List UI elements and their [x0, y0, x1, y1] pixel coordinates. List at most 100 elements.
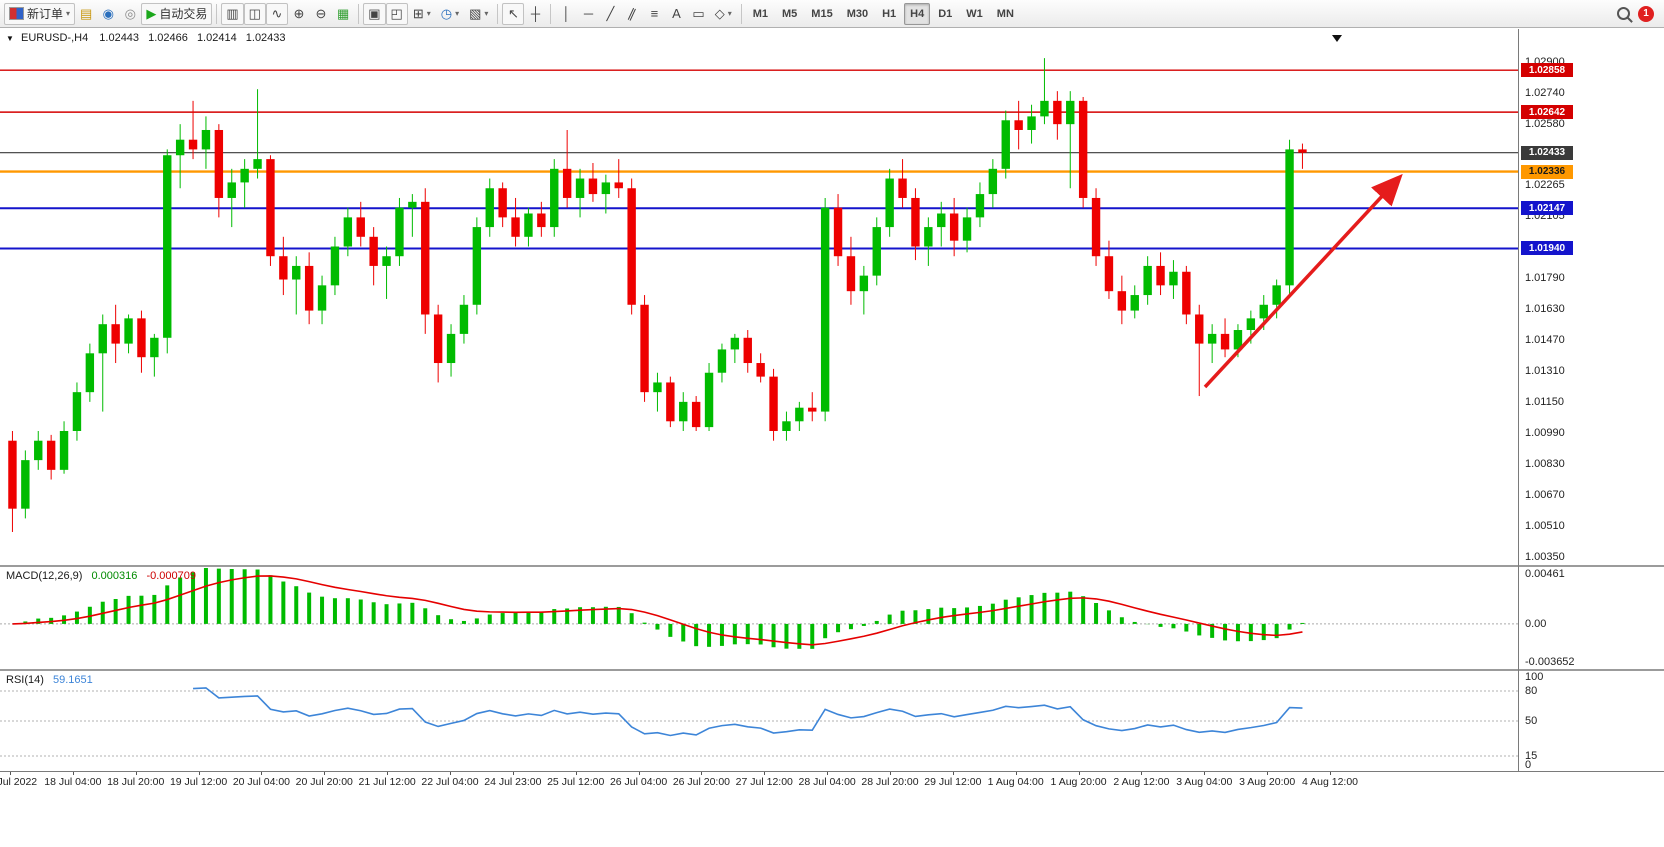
chevron-down-icon: ▾ — [66, 9, 71, 18]
price-chart-panel[interactable]: ▼ EURUSD-,H4 1.02443 1.02466 1.02414 1.0… — [0, 29, 1664, 565]
zoom-out-button[interactable]: ⊖ — [310, 3, 332, 25]
bar-chart-button[interactable]: ▥ — [221, 2, 244, 25]
timeframe-button-MN[interactable]: MN — [996, 7, 1014, 20]
time-tick — [1204, 772, 1206, 775]
candle — [524, 207, 533, 247]
auto-trading-label: 自动交易 — [159, 7, 208, 21]
templates-button[interactable]: ▧ ▾ — [464, 3, 493, 25]
rsi-scale-label: 80 — [1525, 685, 1538, 697]
candle — [575, 168, 585, 218]
macd-name: MACD(12,26,9) — [6, 570, 83, 582]
auto-trading-button[interactable]: ▶ 自动交易 — [141, 2, 213, 25]
time-label: 27 Jul 12:00 — [735, 776, 793, 788]
panel-splitter[interactable] — [0, 669, 1664, 671]
alerts-button[interactable]: ◎ — [119, 3, 141, 25]
candle — [756, 353, 765, 383]
candle — [653, 372, 662, 412]
timeframe-button-H1[interactable]: H1 — [882, 7, 897, 20]
ohlc-high: 1.02466 — [148, 32, 188, 44]
new-chart-icon: ⊞ — [412, 6, 424, 21]
new-order-label: 新订单 — [27, 7, 64, 21]
rsi-indicator-panel[interactable]: RSI(14) 59.1651 — [0, 671, 1664, 771]
chart-ohlc-header: ▼ EURUSD-,H4 1.02443 1.02466 1.02414 1.0… — [6, 32, 286, 44]
time-tick — [827, 772, 829, 775]
ohlc-open: 1.02443 — [99, 32, 140, 44]
current-price-badge: 1.02433 — [1521, 145, 1573, 160]
tile-windows-icon: ▦ — [336, 6, 350, 21]
time-axis[interactable]: 15 Jul 2022 18 Jul 04:00 18 Jul 20:00 19 Ju… — [0, 771, 1664, 791]
price-chart-canvas[interactable] — [0, 29, 1518, 565]
shapes-tool-button[interactable]: ◇ ▾ — [710, 3, 737, 25]
timeframe-button-M1[interactable]: M1 — [752, 7, 769, 20]
price-tick: 1.02580 — [1525, 118, 1565, 131]
fibonacci-tool-button[interactable]: ≡ — [643, 3, 665, 25]
arrange-windows-button[interactable]: ◰ — [385, 2, 408, 25]
candle — [1104, 240, 1114, 299]
candle — [975, 182, 985, 228]
zoom-in-button[interactable]: ⊕ — [288, 3, 310, 25]
candle — [201, 116, 211, 169]
periods-button[interactable]: ◷ ▾ — [436, 3, 464, 25]
channel-tool-button[interactable]: ∥ — [621, 3, 643, 25]
text-tool-button[interactable]: A — [665, 3, 687, 25]
candle — [266, 155, 275, 266]
timeframe-button-H4[interactable]: H4 — [904, 2, 931, 25]
time-label: 18 Jul 20:00 — [107, 776, 165, 788]
text-label-tool-button[interactable]: ▭ — [687, 3, 709, 25]
macd-label: MACD(12,26,9) 0.000316 -0.000709 — [6, 570, 196, 582]
candle — [240, 159, 249, 208]
candle — [691, 396, 701, 431]
timeframe-button-M15[interactable]: M15 — [811, 7, 833, 20]
toolbar-separator — [497, 3, 499, 24]
cursor-tool-button[interactable]: ↖ — [502, 2, 525, 25]
crosshair-tool-button[interactable]: ┼ — [524, 3, 546, 25]
symbol-menu-icon[interactable]: ▼ — [6, 34, 14, 43]
candle — [72, 382, 82, 441]
toolbar-right-group: 1 — [1617, 5, 1664, 22]
timeframe-button-M30[interactable]: M30 — [846, 7, 869, 20]
candle — [872, 217, 881, 286]
toolbar-separator — [358, 3, 360, 24]
notification-badge[interactable]: 1 — [1638, 5, 1654, 22]
time-tick — [701, 772, 703, 775]
horizontal-line-tool-button[interactable]: ─ — [577, 3, 599, 25]
price-tick: 1.00990 — [1525, 426, 1565, 439]
candle — [782, 411, 791, 441]
new-chart-button[interactable]: ⊞ ▾ — [408, 3, 436, 25]
autotrade-play-icon: ▶ — [146, 6, 157, 21]
candle — [962, 207, 972, 253]
vertical-line-tool-button[interactable]: │ — [555, 3, 577, 25]
market-watch-button[interactable]: ◉ — [97, 3, 119, 25]
time-tick — [1078, 772, 1080, 775]
trend-arrow-annotation[interactable] — [1203, 173, 1403, 389]
candle — [8, 431, 17, 532]
candle — [1001, 110, 1010, 179]
price-axis[interactable]: 1.029001.027401.025801.024201.022651.021… — [1519, 29, 1664, 565]
macd-indicator-panel[interactable]: MACD(12,26,9) 0.000316 -0.000709 — [0, 567, 1664, 669]
timeframe-button-W1[interactable]: W1 — [966, 7, 983, 20]
trendline-tool-button[interactable]: ╱ — [599, 3, 621, 25]
tile-windows-button[interactable]: ▦ — [332, 3, 354, 25]
candle — [34, 431, 43, 470]
candle — [1169, 260, 1178, 299]
time-label: 28 Jul 20:00 — [861, 776, 919, 788]
macd-signal-value: -0.000709 — [146, 570, 196, 582]
fibonacci-icon: ≡ — [650, 6, 659, 21]
time-tick — [450, 772, 451, 775]
candle — [85, 343, 95, 402]
timeframe-button-M5[interactable]: M5 — [782, 7, 798, 20]
candle — [679, 392, 688, 431]
timeframe-button-D1[interactable]: D1 — [938, 7, 953, 20]
crosshair-icon: ┼ — [530, 6, 541, 21]
panel-splitter[interactable] — [0, 565, 1664, 567]
cascade-windows-button[interactable]: ▣ — [363, 2, 386, 25]
candle — [846, 236, 856, 305]
candlestick-chart-button[interactable]: ◫ — [243, 2, 266, 25]
chart-shift-marker-icon[interactable] — [1332, 35, 1342, 42]
search-icon[interactable] — [1617, 7, 1630, 20]
line-chart-button[interactable]: ∿ — [265, 2, 288, 25]
chart-profiles-button[interactable]: ▤ — [75, 3, 97, 25]
time-tick — [764, 772, 766, 775]
new-order-button[interactable]: 新订单 ▾ — [4, 2, 76, 25]
